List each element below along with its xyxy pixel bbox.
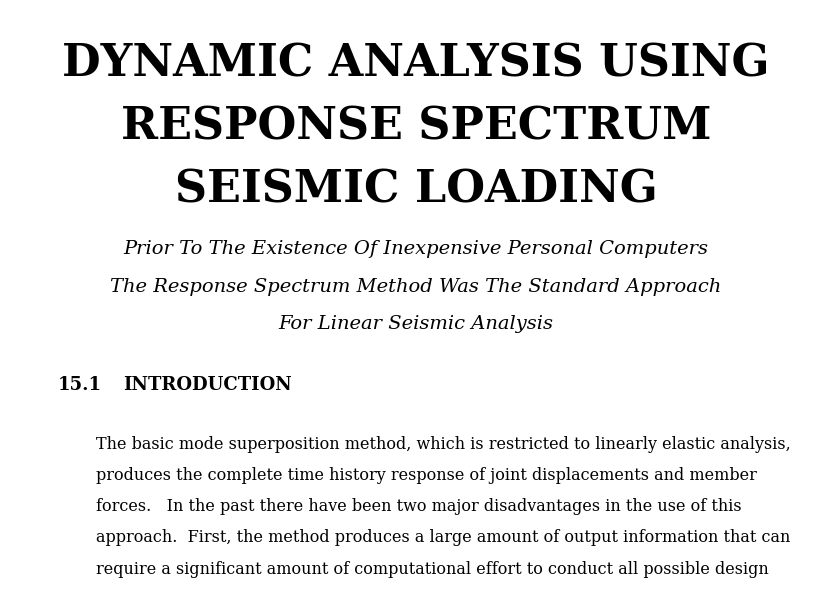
Text: DYNAMIC ANALYSIS USING: DYNAMIC ANALYSIS USING [62, 42, 770, 85]
Text: The basic mode superposition method, which is restricted to linearly elastic ana: The basic mode superposition method, whi… [96, 436, 790, 453]
Text: Prior To The Existence Of Inexpensive Personal Computers: Prior To The Existence Of Inexpensive Pe… [123, 240, 709, 258]
Text: For Linear Seismic Analysis: For Linear Seismic Analysis [279, 315, 553, 333]
Text: approach.  First, the method produces a large amount of output information that : approach. First, the method produces a l… [96, 529, 790, 546]
Text: RESPONSE SPECTRUM: RESPONSE SPECTRUM [121, 105, 711, 148]
Text: produces the complete time history response of joint displacements and member: produces the complete time history respo… [96, 467, 756, 484]
Text: 15.1: 15.1 [58, 376, 102, 394]
Text: require a significant amount of computational effort to conduct all possible des: require a significant amount of computat… [96, 561, 769, 578]
Text: forces.   In the past there have been two major disadvantages in the use of this: forces. In the past there have been two … [96, 498, 741, 515]
Text: SEISMIC LOADING: SEISMIC LOADING [175, 168, 657, 212]
Text: The Response Spectrum Method Was The Standard Approach: The Response Spectrum Method Was The Sta… [111, 278, 721, 296]
Text: INTRODUCTION: INTRODUCTION [123, 376, 292, 394]
